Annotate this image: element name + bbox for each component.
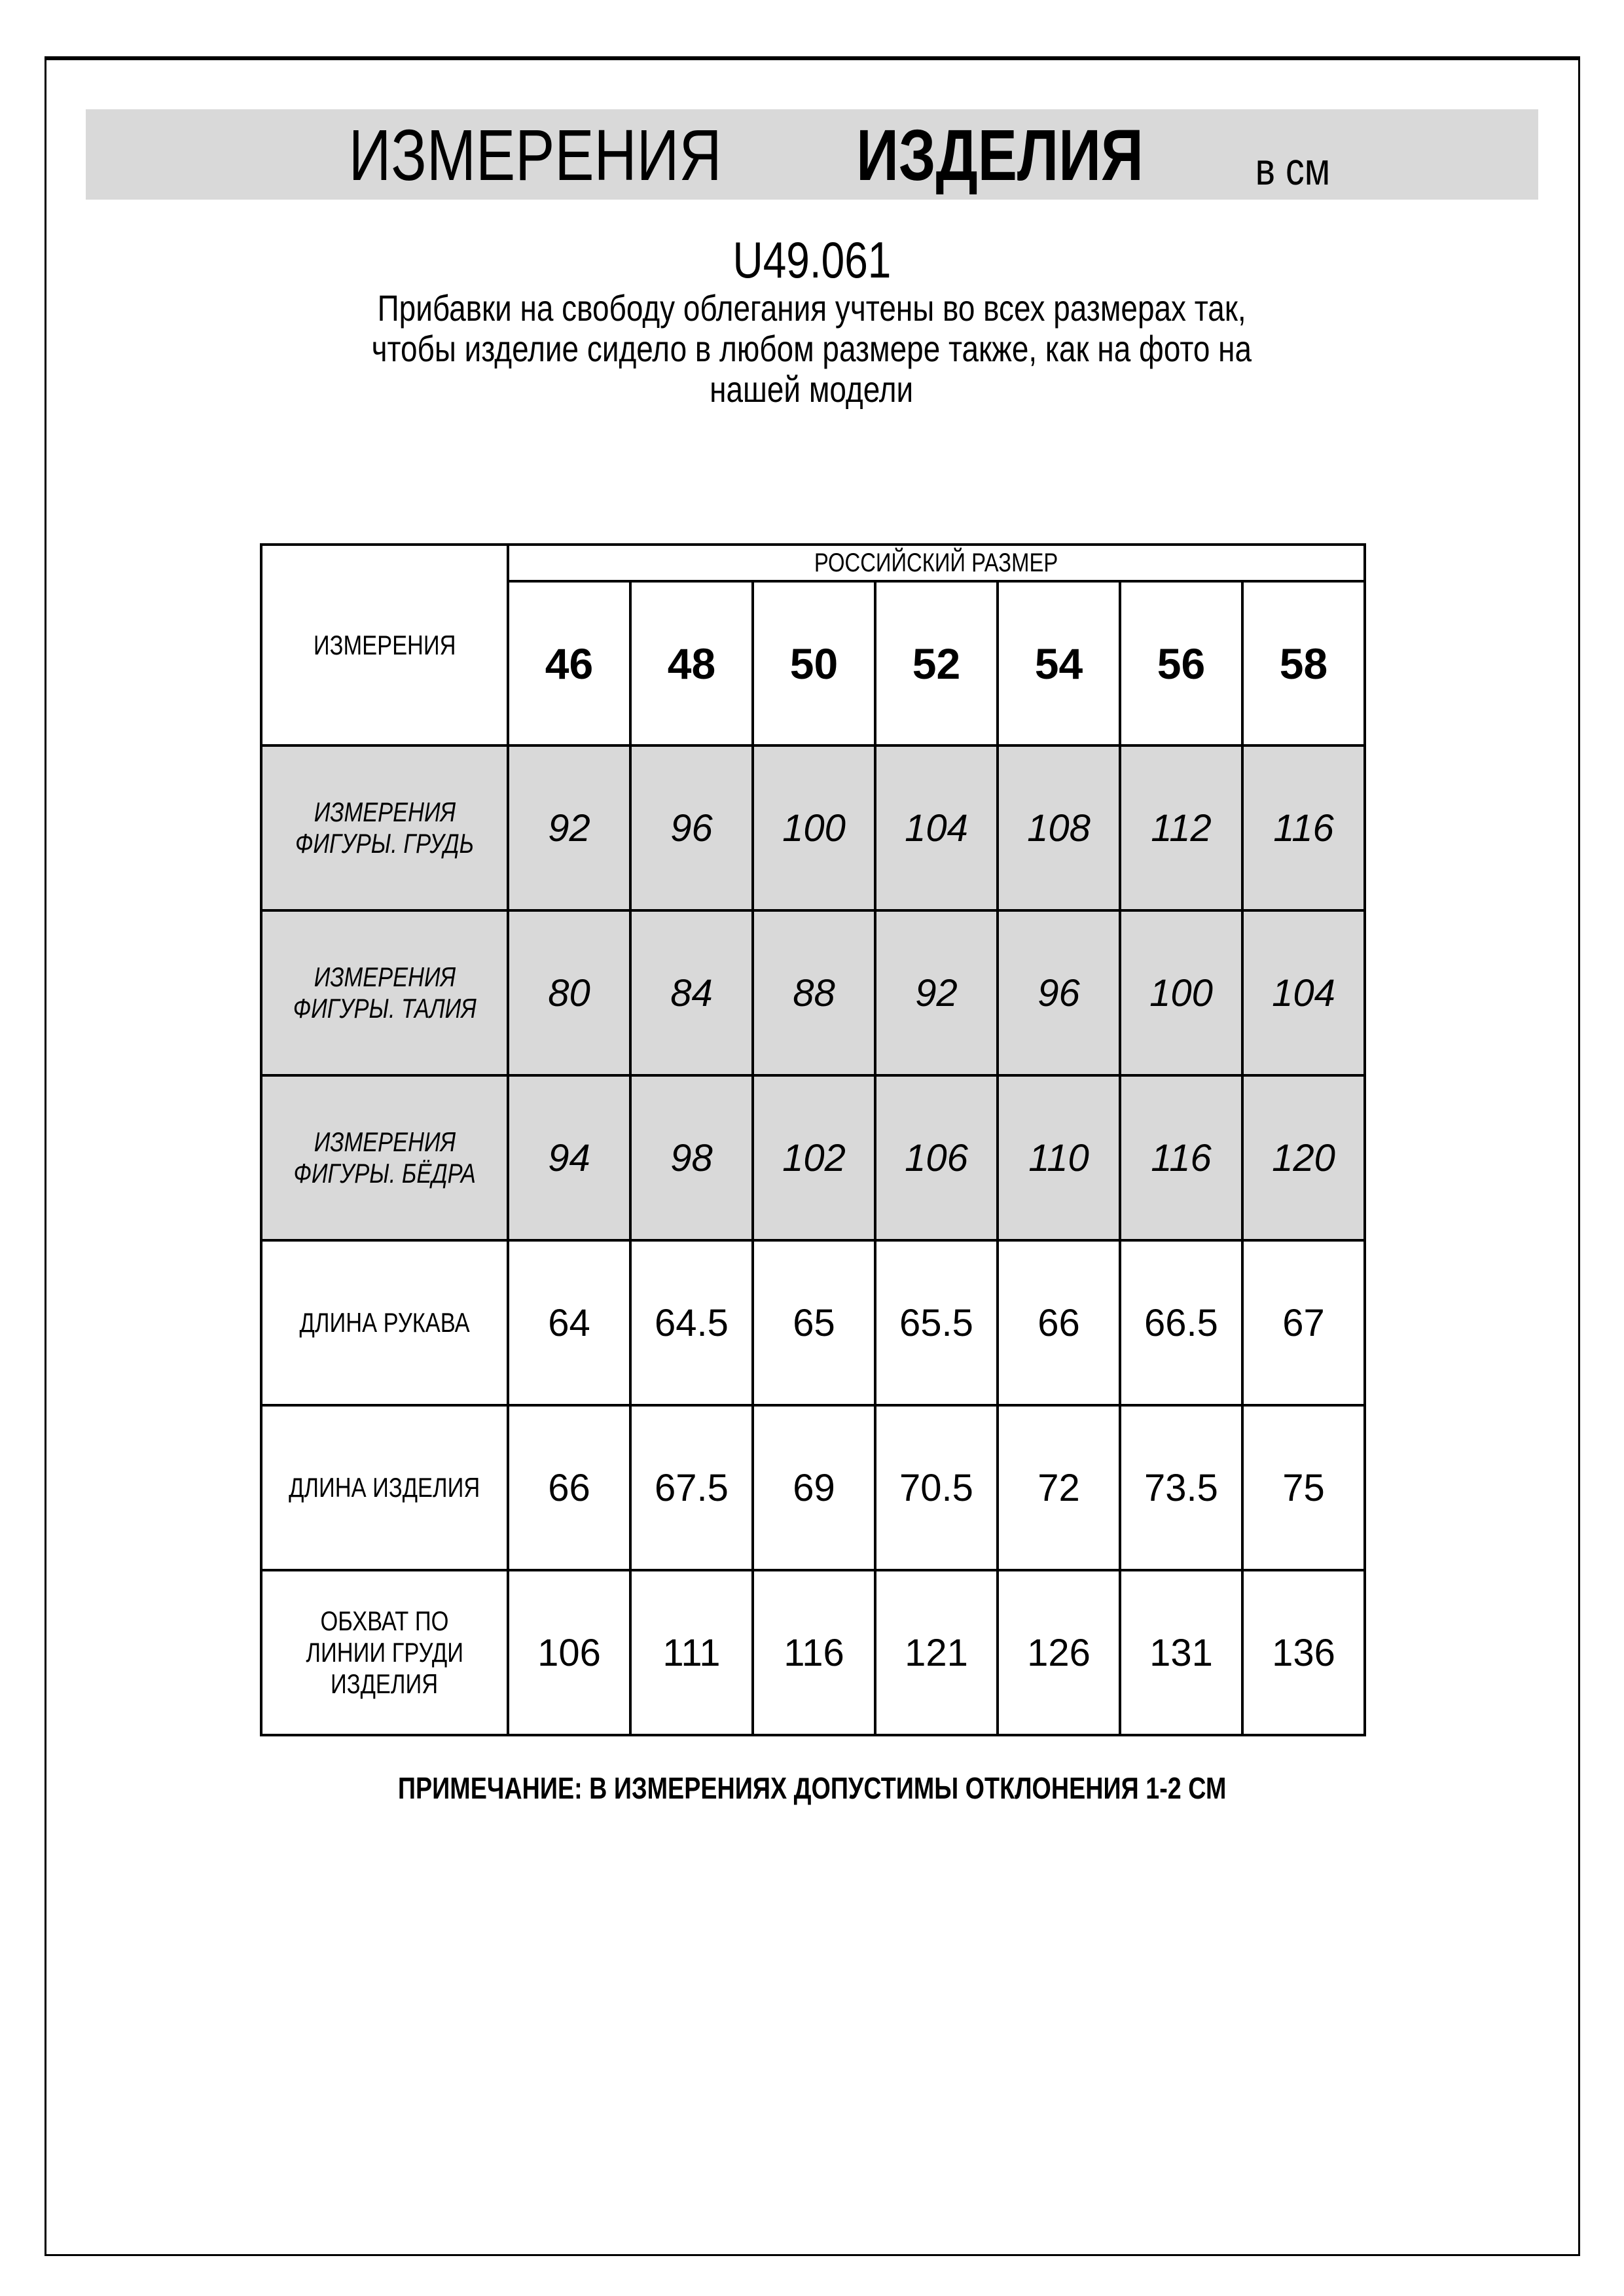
- size-header: 58: [1241, 580, 1366, 747]
- table-row: ОБХВАТ ПО ЛИНИИ ГРУДИ ИЗДЕЛИЯ 106 111 116 121 1…: [260, 1569, 1366, 1736]
- table-row: ИЗМЕРЕНИЯ ФИГУРЫ. ТАЛИЯ 80 84 88 92 96 100 104: [260, 909, 1366, 1077]
- group-header: РОССИЙСКИЙ РАЗМЕР: [507, 543, 1366, 583]
- title-part2: ИЗДЕЛИЯ: [856, 115, 1144, 196]
- table-cell: 112: [1119, 744, 1244, 912]
- row-label-line: ДЛИНА ИЗДЕЛИЯ: [289, 1472, 480, 1503]
- corner-label: ИЗМЕРЕНИЯ: [260, 543, 509, 747]
- size-header: 54: [996, 580, 1121, 747]
- table-cell: 108: [996, 744, 1121, 912]
- table-row: ДЛИНА РУКАВА 64 64.5 65 65.5 66 66.5 67: [260, 1239, 1366, 1407]
- page-border: [45, 56, 1580, 2256]
- table-cell: 88: [751, 909, 876, 1077]
- table-cell: 96: [996, 909, 1121, 1077]
- row-label: ДЛИНА РУКАВА: [260, 1239, 509, 1407]
- table-cell: 100: [1119, 909, 1244, 1077]
- row-label-line: ФИГУРЫ. ГРУДЬ: [295, 828, 475, 859]
- table-cell: 120: [1241, 1074, 1366, 1242]
- row-label-line: ИЗМЕРЕНИЯ: [314, 1126, 456, 1157]
- size-header: 56: [1119, 580, 1244, 747]
- row-label-line: ОБХВАТ ПО: [320, 1605, 449, 1636]
- row-label-line: ИЗМЕРЕНИЯ: [314, 961, 456, 992]
- table-cell: 73.5: [1119, 1404, 1244, 1571]
- table-row: ДЛИНА ИЗДЕЛИЯ 66 67.5 69 70.5 72 73.5 75: [260, 1404, 1366, 1571]
- description-line: нашей модели: [710, 368, 914, 410]
- row-label-line: ЛИНИИ ГРУДИ: [306, 1637, 463, 1668]
- article-code: U49.061: [732, 231, 892, 289]
- row-label-line: ФИГУРЫ. ТАЛИЯ: [293, 993, 477, 1024]
- table-cell: 80: [507, 909, 632, 1077]
- size-header: 48: [629, 580, 754, 747]
- row-label: ДЛИНА ИЗДЕЛИЯ: [260, 1404, 509, 1571]
- table-cell: 72: [996, 1404, 1121, 1571]
- table-cell: 70.5: [874, 1404, 999, 1571]
- table-cell: 66: [507, 1404, 632, 1571]
- table-cell: 131: [1119, 1569, 1244, 1736]
- table-cell: 69: [751, 1404, 876, 1571]
- table-cell: 104: [874, 744, 999, 912]
- row-label: ИЗМЕРЕНИЯ ФИГУРЫ. БЁДРА: [260, 1074, 509, 1242]
- table-cell: 66: [996, 1239, 1121, 1407]
- table-cell: 65: [751, 1239, 876, 1407]
- table-cell: 98: [629, 1074, 754, 1242]
- table-cell: 65.5: [874, 1239, 999, 1407]
- title-part1: ИЗМЕРЕНИЯ: [348, 115, 722, 196]
- table-cell: 116: [751, 1569, 876, 1736]
- title-unit: в см: [1255, 143, 1331, 194]
- table-cell: 102: [751, 1074, 876, 1242]
- row-label-line: ИЗМЕРЕНИЯ: [314, 797, 456, 827]
- table-row: ИЗМЕРЕНИЯ ФИГУРЫ. БЁДРА 94 98 102 106 110 116 12…: [260, 1074, 1366, 1242]
- table-cell: 67: [1241, 1239, 1366, 1407]
- table-cell: 110: [996, 1074, 1121, 1242]
- table-cell: 67.5: [629, 1404, 754, 1571]
- description-line: Прибавки на свободу облегания учтены во …: [377, 287, 1246, 329]
- table-cell: 92: [507, 744, 632, 912]
- size-header: 52: [874, 580, 999, 747]
- table-row: ИЗМЕРЕНИЯ ФИГУРЫ. ГРУДЬ 92 96 100 104 108 112 11…: [260, 744, 1366, 912]
- size-table: ИЗМЕРЕНИЯ РОССИЙСКИЙ РАЗМЕР 46 48 50 52 54 56…: [260, 543, 1366, 1736]
- table-cell: 104: [1241, 909, 1366, 1077]
- description-line: чтобы изделие сидело в любом размере так…: [371, 328, 1252, 369]
- table-cell: 106: [507, 1569, 632, 1736]
- table-cell: 96: [629, 744, 754, 912]
- table-cell: 116: [1119, 1074, 1244, 1242]
- row-label: ОБХВАТ ПО ЛИНИИ ГРУДИ ИЗДЕЛИЯ: [260, 1569, 509, 1736]
- size-header: 46: [507, 580, 632, 747]
- table-cell: 121: [874, 1569, 999, 1736]
- table-cell: 92: [874, 909, 999, 1077]
- table-cell: 75: [1241, 1404, 1366, 1571]
- table-cell: 136: [1241, 1569, 1366, 1736]
- size-header: 50: [751, 580, 876, 747]
- row-label-line: ФИГУРЫ. БЁДРА: [293, 1158, 476, 1189]
- table-cell: 111: [629, 1569, 754, 1736]
- description: Прибавки на свободу облегания учтены во …: [223, 288, 1401, 410]
- note: ПРИМЕЧАНИЕ: В ИЗМЕРЕНИЯХ ДОПУСТИМЫ ОТКЛО…: [397, 1771, 1227, 1805]
- table-cell: 106: [874, 1074, 999, 1242]
- table-cell: 84: [629, 909, 754, 1077]
- table-cell: 116: [1241, 744, 1366, 912]
- table-cell: 94: [507, 1074, 632, 1242]
- table-cell: 126: [996, 1569, 1121, 1736]
- table-cell: 100: [751, 744, 876, 912]
- table-cell: 64.5: [629, 1239, 754, 1407]
- table-cell: 64: [507, 1239, 632, 1407]
- title-band: [86, 109, 1538, 200]
- table-cell: 66.5: [1119, 1239, 1244, 1407]
- row-label: ИЗМЕРЕНИЯ ФИГУРЫ. ТАЛИЯ: [260, 909, 509, 1077]
- row-label-line: ДЛИНА РУКАВА: [299, 1307, 470, 1338]
- row-label: ИЗМЕРЕНИЯ ФИГУРЫ. ГРУДЬ: [260, 744, 509, 912]
- row-label-line: ИЗДЕЛИЯ: [331, 1668, 439, 1699]
